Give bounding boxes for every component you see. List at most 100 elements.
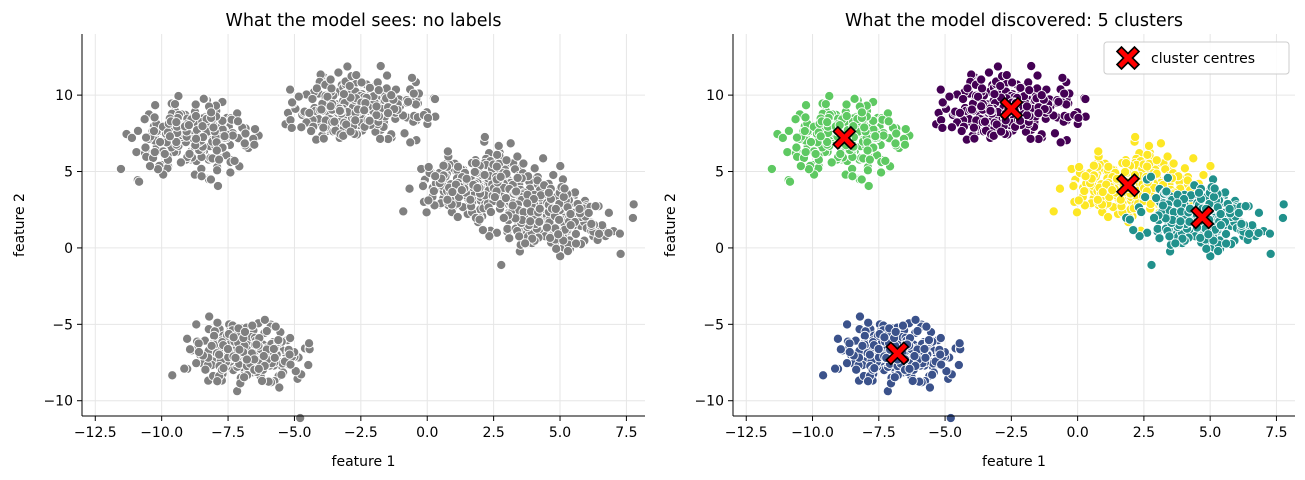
data-point: [155, 136, 166, 148]
y-tick-label: 5: [715, 165, 724, 181]
chart-title: What the model sees: no labels: [226, 11, 502, 31]
y-tick-label: 0: [715, 241, 724, 257]
data-point: [594, 228, 605, 239]
data-point: [295, 412, 306, 424]
data-point: [345, 126, 356, 137]
data-point: [783, 125, 794, 136]
data-point: [234, 344, 245, 355]
data-point: [429, 93, 441, 105]
data-point: [1136, 206, 1147, 218]
data-point: [784, 176, 796, 187]
data-point: [423, 195, 434, 206]
data-point: [936, 359, 947, 370]
data-point: [883, 116, 894, 127]
x-tick-label: −5.0: [928, 425, 962, 441]
data-point: [311, 83, 322, 94]
data-point: [479, 131, 490, 143]
data-point: [191, 358, 202, 369]
data-point: [1007, 77, 1018, 88]
data-point: [1093, 146, 1104, 157]
data-point: [862, 376, 874, 387]
data-point: [359, 105, 370, 116]
y-tick-label: −10: [694, 394, 724, 410]
data-point: [897, 320, 909, 331]
scatter-panel-unlabeled: −12.5 −10.0 −7.5 −5.0 −2.5 0.0 2.5 5.0 7.5 −10 −5…: [12, 11, 645, 470]
data-point: [139, 114, 150, 125]
data-point: [954, 338, 965, 349]
data-point: [322, 91, 333, 102]
data-point: [184, 344, 196, 355]
data-point: [854, 311, 866, 322]
x-axis-label: feature 1: [982, 454, 1046, 470]
data-point: [270, 321, 281, 332]
y-ticks: −10 −5 0 5 10: [43, 88, 82, 410]
data-point: [529, 163, 540, 174]
data-point: [225, 167, 236, 178]
data-point: [477, 225, 488, 236]
data-point: [489, 192, 500, 203]
data-point: [856, 107, 867, 118]
data-point: [937, 97, 948, 108]
data-point: [214, 154, 225, 165]
data-point: [878, 130, 889, 141]
data-point: [1107, 185, 1118, 196]
data-point: [227, 130, 238, 141]
data-point: [214, 349, 225, 360]
data-point: [212, 376, 223, 387]
data-point: [512, 172, 523, 183]
data-point: [1154, 233, 1165, 244]
data-point: [876, 167, 887, 178]
data-point: [350, 115, 361, 126]
data-point: [1057, 72, 1068, 83]
data-point: [149, 147, 160, 158]
data-point: [375, 133, 386, 144]
data-point: [1253, 207, 1264, 218]
data-point: [491, 161, 502, 172]
data-point: [553, 229, 564, 240]
data-point: [1021, 101, 1033, 112]
data-point: [1121, 158, 1132, 169]
data-point: [251, 339, 262, 350]
data-point: [919, 343, 930, 355]
data-point: [859, 122, 870, 133]
data-point: [148, 125, 160, 137]
data-point: [318, 133, 329, 144]
x-tick-label: 2.5: [1133, 425, 1155, 441]
data-point: [1033, 108, 1044, 119]
data-point: [140, 142, 151, 153]
data-point: [862, 165, 873, 176]
y-ticks: −10 −5 0 5 10: [694, 88, 733, 410]
data-point: [810, 148, 821, 160]
x-tick-label: −5.0: [277, 425, 311, 441]
data-point: [1143, 140, 1155, 151]
data-point: [958, 93, 969, 105]
data-point: [844, 346, 855, 358]
data-point: [284, 349, 295, 360]
data-point: [570, 238, 582, 249]
x-tick-label: −7.5: [211, 425, 245, 441]
data-point: [204, 311, 215, 322]
data-point: [307, 93, 318, 105]
data-point: [800, 100, 812, 111]
data-point: [899, 139, 911, 150]
data-point: [338, 89, 349, 100]
data-point: [193, 338, 204, 349]
data-point: [442, 146, 453, 157]
data-point: [469, 166, 480, 178]
x-tick-label: −12.5: [74, 425, 117, 441]
data-point: [844, 338, 855, 349]
data-point: [364, 82, 375, 93]
data-point: [253, 363, 264, 374]
data-point: [1253, 227, 1264, 239]
data-point: [386, 90, 397, 101]
data-point: [995, 80, 1006, 92]
data-point: [212, 165, 223, 176]
data-point: [249, 139, 260, 150]
data-point: [500, 193, 511, 204]
data-points: [115, 60, 639, 424]
data-point: [306, 125, 317, 137]
y-tick-label: 0: [64, 241, 73, 257]
x-tick-label: −10.0: [140, 425, 183, 441]
data-point: [1080, 171, 1091, 182]
data-point: [1128, 225, 1139, 236]
